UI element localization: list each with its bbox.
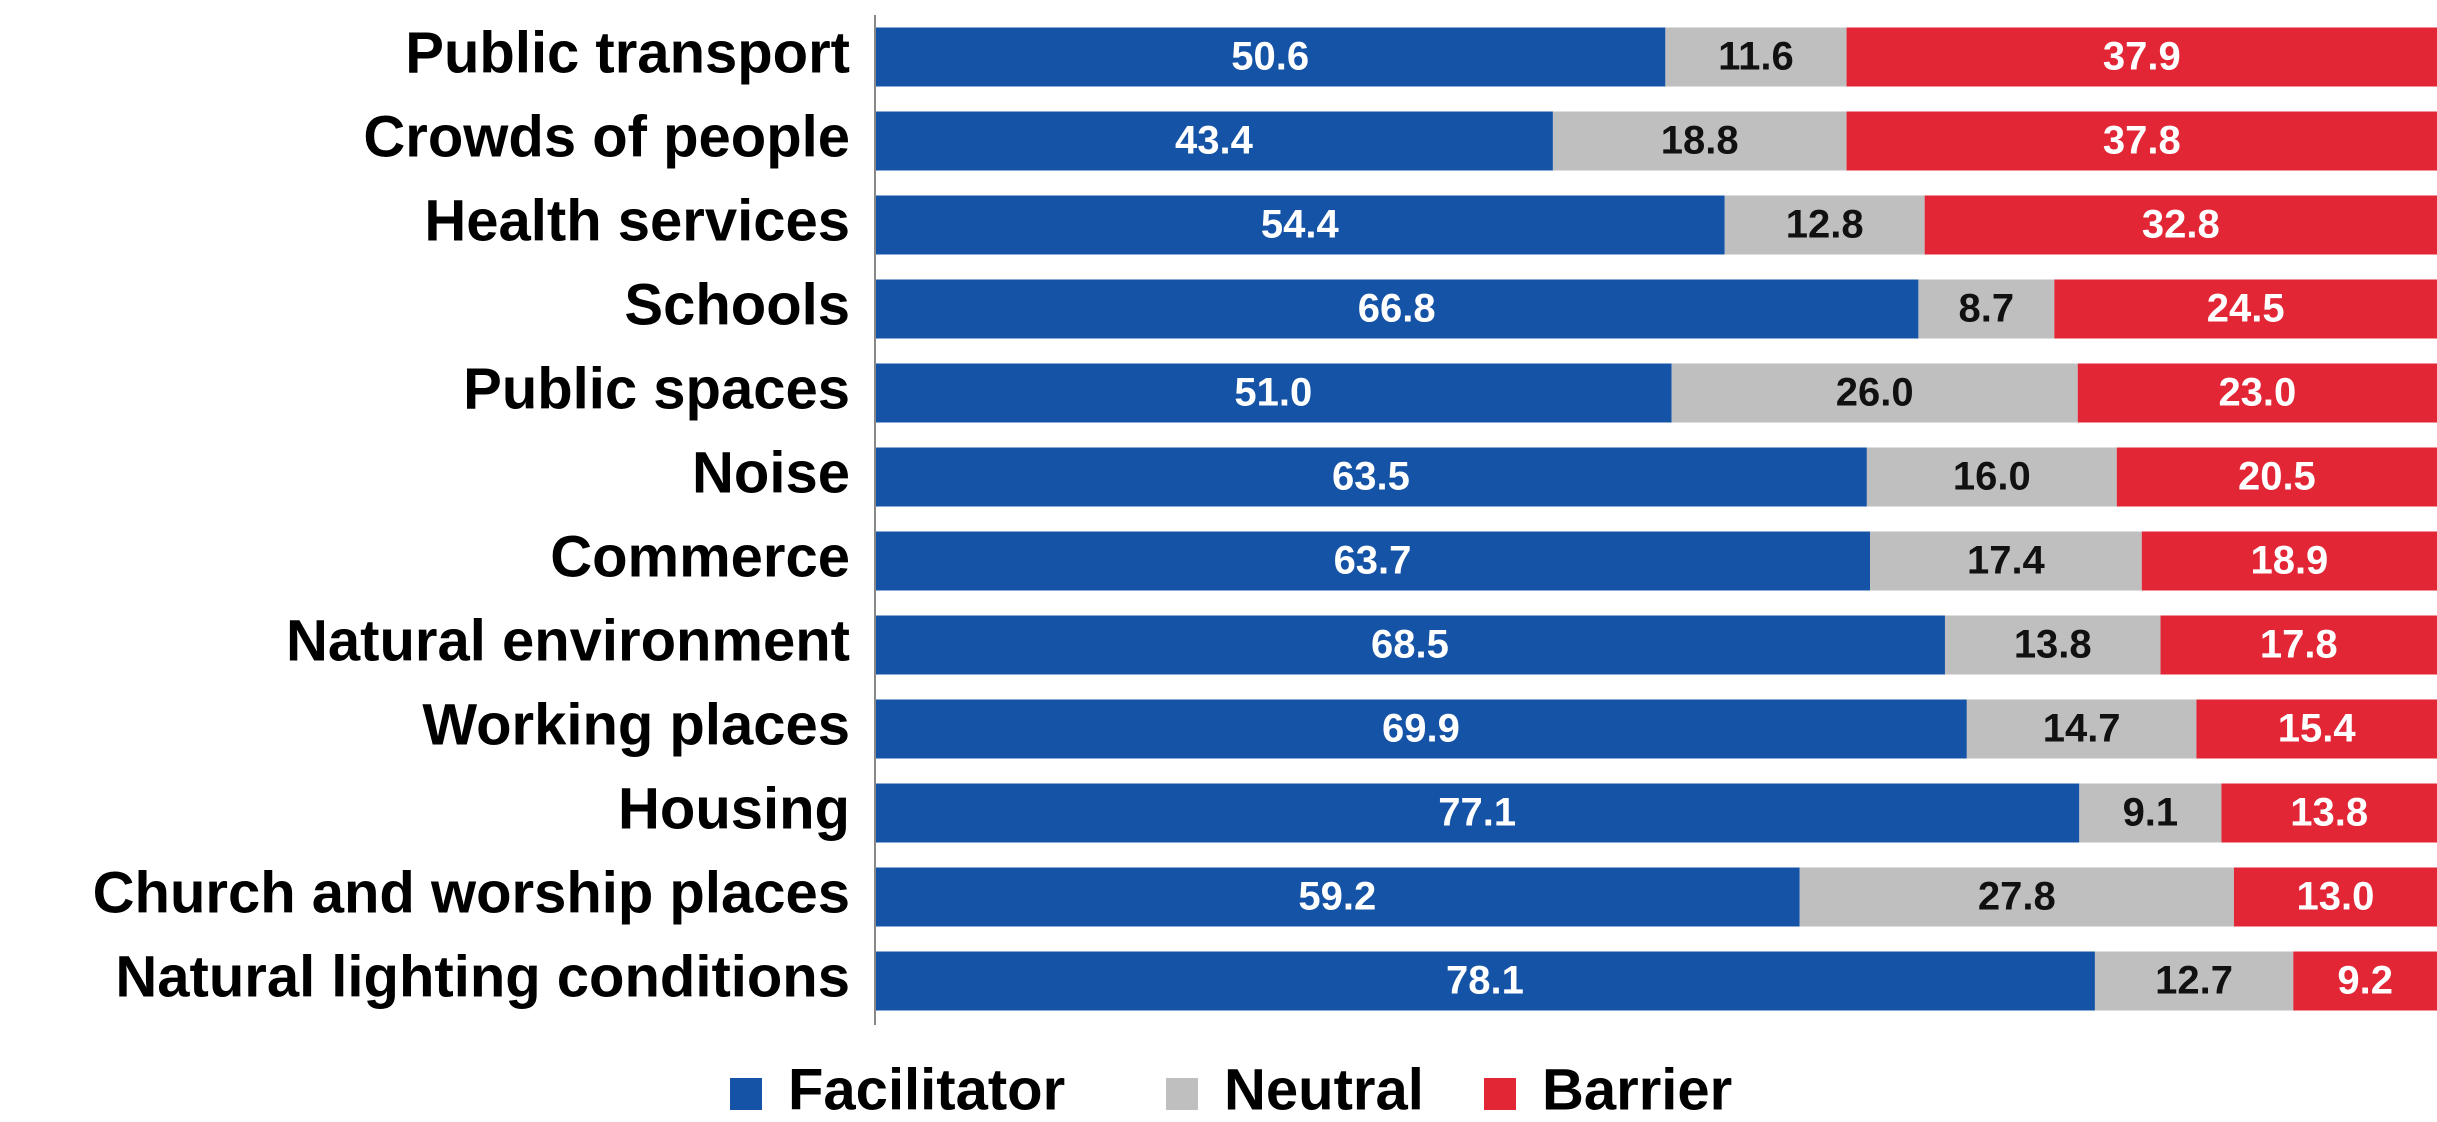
bar-segment [1918, 279, 2055, 339]
bar-segment [875, 699, 1967, 759]
data-label: 18.9 [2250, 539, 2328, 583]
bar-segment [2054, 279, 2437, 339]
category-label: Public transport [405, 20, 850, 85]
data-label: 78.1 [1446, 959, 1524, 1003]
bar-segment [875, 447, 1867, 507]
data-label: 16.0 [1953, 455, 2031, 499]
legend-swatch [1484, 1078, 1516, 1110]
bar-segment [1671, 363, 2078, 423]
data-label: 69.9 [1382, 707, 1460, 751]
bar-segment [2141, 531, 2437, 591]
legend-label: Barrier [1542, 1057, 1732, 1122]
data-label: 12.8 [1786, 203, 1864, 247]
data-label: 13.0 [2297, 875, 2375, 919]
bar-segment [875, 195, 1725, 255]
bar-segment [875, 279, 1919, 339]
bar-segment [2196, 699, 2437, 759]
bar-segment [2293, 951, 2437, 1011]
bar-segment [1924, 195, 2437, 255]
category-label: Noise [692, 440, 850, 505]
category-label: Commerce [550, 524, 850, 589]
legend-label: Facilitator [788, 1057, 1065, 1122]
data-label: 14.7 [2043, 707, 2121, 751]
data-label: 15.4 [2278, 707, 2357, 751]
data-label: 13.8 [2014, 623, 2092, 667]
category-label: Natural lighting conditions [115, 944, 850, 1009]
bar-segment [875, 531, 1870, 591]
data-label: 8.7 [1959, 287, 2015, 331]
data-label: 11.6 [1718, 35, 1794, 79]
data-label: 63.7 [1334, 539, 1412, 583]
data-label: 20.5 [2238, 455, 2316, 499]
data-label: 54.4 [1261, 203, 1340, 247]
bar-segment [1869, 531, 2142, 591]
data-label: 9.2 [2337, 959, 2393, 1003]
bar-segment [2094, 951, 2294, 1011]
category-label: Health services [424, 188, 850, 253]
category-label: Schools [624, 272, 850, 337]
data-label: 27.8 [1978, 875, 2056, 919]
data-label: 26.0 [1836, 371, 1914, 415]
bar-segment [1944, 615, 2161, 675]
category-label: Working places [422, 692, 850, 757]
legend-swatch [1166, 1078, 1198, 1110]
data-label: 66.8 [1358, 287, 1436, 331]
bar-segment [875, 363, 1672, 423]
bar-segment [1866, 447, 2117, 507]
data-label: 77.1 [1438, 791, 1516, 835]
bar-segment [1799, 867, 2234, 927]
data-label: 37.9 [2103, 35, 2181, 79]
bar-segment [875, 867, 1800, 927]
bar-segment [875, 783, 2080, 843]
bar-segment [1552, 111, 1847, 171]
legend-swatch [730, 1078, 762, 1110]
data-label: 18.8 [1661, 119, 1739, 163]
data-label: 43.4 [1175, 119, 1254, 163]
data-label: 37.8 [2103, 119, 2181, 163]
legend-label: Neutral [1224, 1057, 1424, 1122]
bar-segment [2116, 447, 2437, 507]
category-label: Housing [618, 776, 850, 841]
data-label: 12.7 [2155, 959, 2233, 1003]
data-label: 50.6 [1231, 35, 1309, 79]
data-label: 17.4 [1967, 539, 2046, 583]
bar-segment [875, 27, 1666, 87]
data-label: 51.0 [1234, 371, 1312, 415]
bar-segment [1846, 111, 2437, 171]
category-label: Natural environment [286, 608, 850, 673]
bar-segment [875, 615, 1945, 675]
category-label: Public spaces [463, 356, 850, 421]
data-label: 63.5 [1332, 455, 1410, 499]
data-label: 23.0 [2218, 371, 2296, 415]
data-label: 17.8 [2260, 623, 2338, 667]
bar-segment [1846, 27, 2437, 87]
category-label: Crowds of people [363, 104, 850, 169]
bar-segment [875, 951, 2095, 1011]
data-label: 32.8 [2142, 203, 2220, 247]
bar-segment [1966, 699, 2197, 759]
data-label: 24.5 [2207, 287, 2285, 331]
data-label: 59.2 [1298, 875, 1376, 919]
bar-segment [875, 111, 1553, 171]
bar-segment [2233, 867, 2437, 927]
bar-segment [1665, 27, 1847, 87]
bar-segment [2221, 783, 2437, 843]
data-label: 9.1 [2123, 791, 2179, 835]
bar-segment [1724, 195, 1925, 255]
bar-segment [2160, 615, 2437, 675]
data-label: 13.8 [2290, 791, 2368, 835]
bar-segment [2077, 363, 2437, 423]
data-label: 68.5 [1371, 623, 1449, 667]
category-label: Church and worship places [93, 860, 850, 925]
bar-segment [2079, 783, 2222, 843]
